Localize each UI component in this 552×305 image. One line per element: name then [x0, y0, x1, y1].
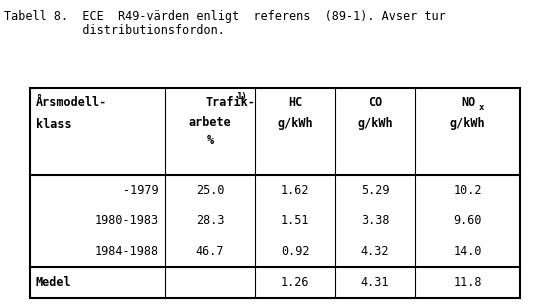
Text: Årsmodell-: Årsmodell-: [36, 96, 107, 109]
Text: 11.8: 11.8: [453, 276, 482, 289]
Text: 1.26: 1.26: [281, 276, 309, 289]
Text: 14.0: 14.0: [453, 245, 482, 258]
Text: distributionsfordon.: distributionsfordon.: [4, 24, 225, 37]
Text: g/kWh: g/kWh: [277, 117, 313, 130]
Text: 1): 1): [236, 92, 247, 101]
Text: 28.3: 28.3: [196, 214, 224, 228]
Text: 3.38: 3.38: [361, 214, 389, 228]
Text: arbete: arbete: [189, 117, 231, 130]
Text: 0.92: 0.92: [281, 245, 309, 258]
Bar: [30, 88, 520, 298]
Text: Trafik-: Trafik-: [206, 96, 256, 109]
Text: HC: HC: [288, 96, 302, 109]
Text: g/kWh: g/kWh: [450, 117, 485, 130]
Text: 1.62: 1.62: [281, 184, 309, 197]
Text: Tabell 8.  ECE  R49-värden enligt  referens  (89-1). Avser tur: Tabell 8. ECE R49-värden enligt referens…: [4, 10, 446, 23]
Text: 10.2: 10.2: [453, 184, 482, 197]
Text: 25.0: 25.0: [196, 184, 224, 197]
Text: Medel: Medel: [36, 276, 72, 289]
Text: g/kWh: g/kWh: [357, 117, 393, 130]
Text: 4.32: 4.32: [361, 245, 389, 258]
Text: 1984-1988: 1984-1988: [95, 245, 159, 258]
Text: klass: klass: [36, 119, 72, 131]
Text: 46.7: 46.7: [196, 245, 224, 258]
Text: %: %: [206, 135, 214, 148]
Text: 5.29: 5.29: [361, 184, 389, 197]
Text: x: x: [479, 103, 484, 113]
Text: 1980-1983: 1980-1983: [95, 214, 159, 228]
Text: -1979: -1979: [124, 184, 159, 197]
Text: 9.60: 9.60: [453, 214, 482, 228]
Text: NO: NO: [461, 96, 476, 109]
Text: 4.31: 4.31: [361, 276, 389, 289]
Text: 1.51: 1.51: [281, 214, 309, 228]
Text: CO: CO: [368, 96, 382, 109]
